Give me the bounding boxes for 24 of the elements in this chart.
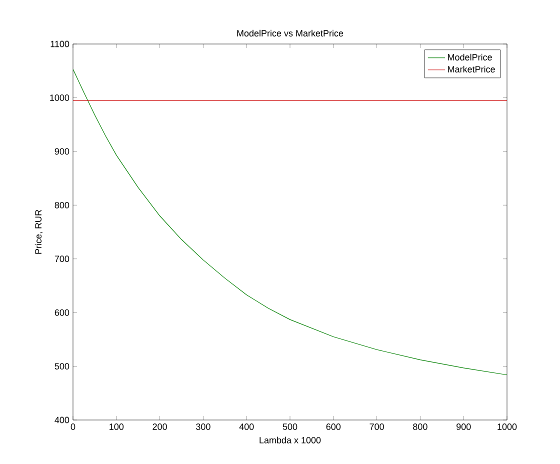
x-tick-label: 100 [110, 424, 124, 430]
y-tick-label: 700 [54, 256, 70, 262]
x-tick-label: 1000 [498, 424, 517, 430]
x-tick-label: 700 [370, 424, 384, 430]
y-tick-label: 800 [54, 202, 70, 208]
y-tick-label: 1000 [50, 94, 70, 101]
y-tick-label: 400 [54, 416, 70, 424]
y-tick-label: 1100 [50, 40, 70, 48]
x-tick-label: 300 [196, 424, 210, 430]
x-tick-label: 400 [239, 424, 254, 430]
x-tick-label: 900 [456, 424, 471, 430]
y-tick-label: 900 [54, 148, 70, 155]
x-tick-label: 600 [326, 424, 341, 430]
legend-label: ModelPrice [448, 54, 492, 60]
legend-label: MarketPrice [448, 66, 495, 72]
x-tick-label: 0 [70, 424, 76, 430]
x-tick-label: 500 [282, 424, 298, 430]
x-tick-label: 200 [152, 424, 167, 430]
x-tick-label: 800 [413, 424, 428, 430]
y-tick-label: 500 [54, 363, 70, 370]
y-tick-label: 600 [54, 309, 70, 316]
y-axis-title: Price, RUR [34, 210, 43, 254]
chart-title: ModelPrice vs MarketPrice [237, 30, 344, 36]
x-axis-title: Lambda x 1000 [260, 436, 321, 444]
